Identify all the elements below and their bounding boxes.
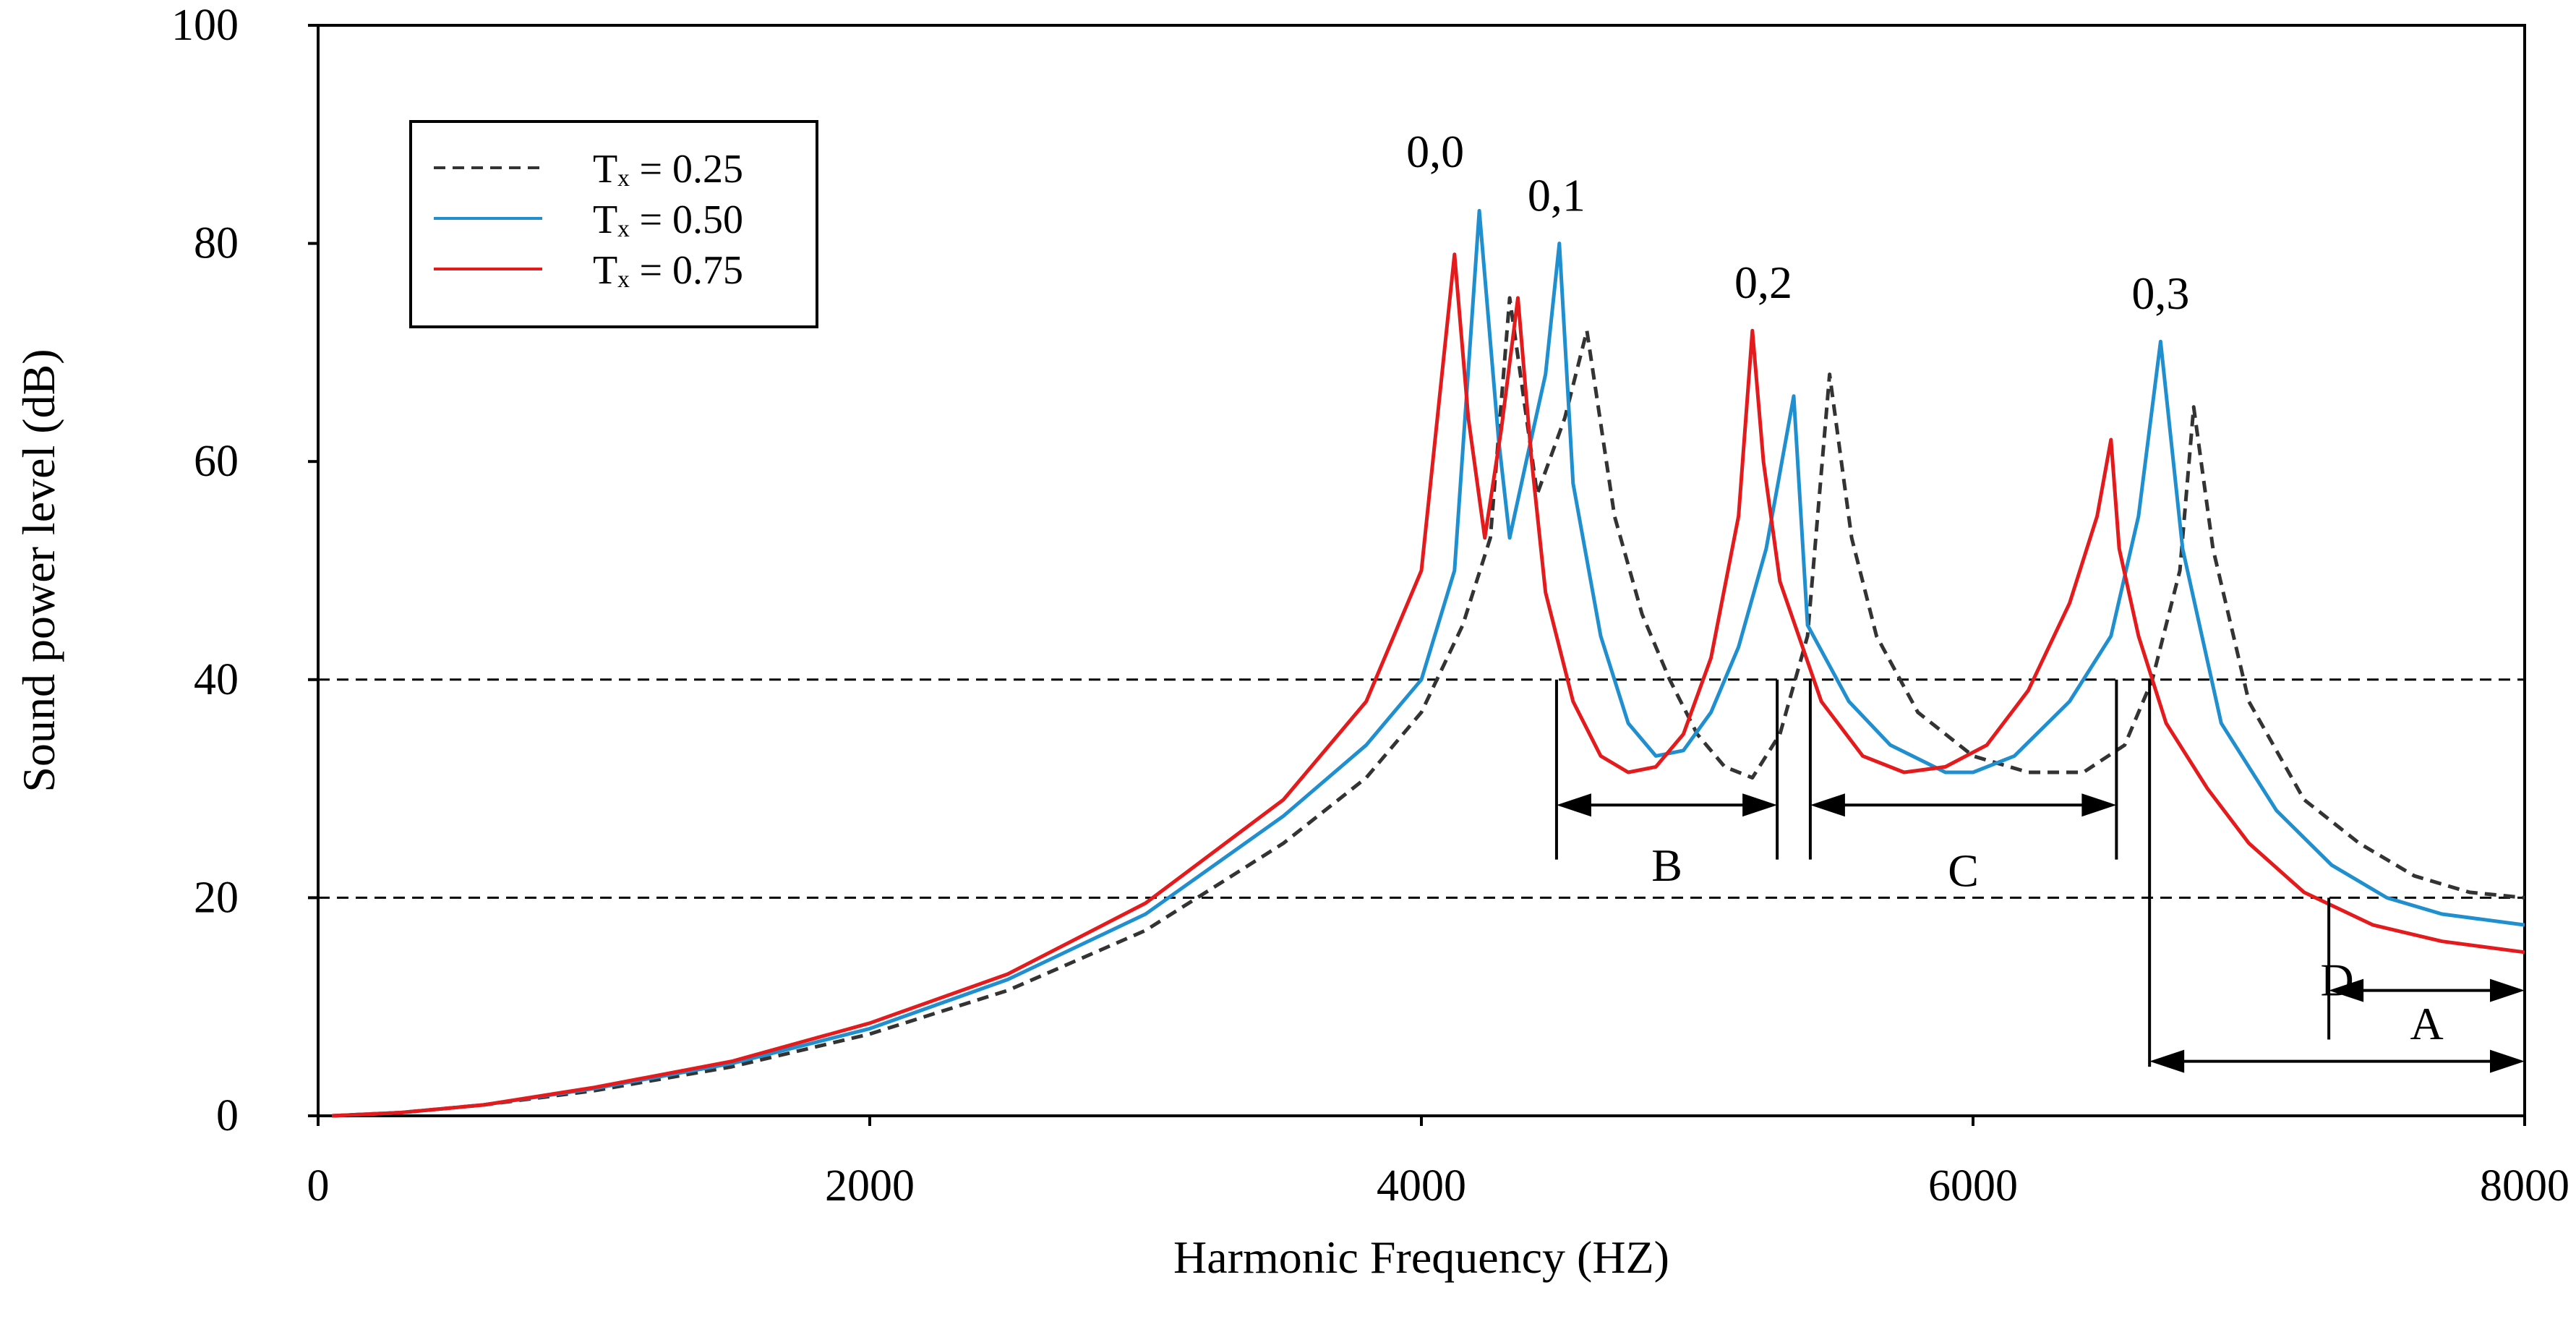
y-axis: 0 20 40 60 80 100	[171, 1, 318, 1140]
range-arrowhead-left	[1810, 793, 1845, 817]
range-label: A	[2410, 998, 2443, 1049]
range-label: C	[1948, 845, 1979, 897]
y-tick-label: 80	[194, 219, 239, 268]
range-D: D	[2149, 955, 2525, 1073]
legend-label-1: Tₓ = 0.50	[593, 197, 743, 242]
x-tick-label: 0	[307, 1161, 330, 1211]
series-line-2	[331, 252, 2525, 1118]
legend-label-2: Tₓ = 0.75	[593, 248, 743, 293]
peak-labels: 0,0 0,1 0,2 0,3	[1406, 126, 2189, 319]
x-axis-label: Harmonic Frequency (HZ)	[1173, 1232, 1669, 1283]
series-line-1	[331, 208, 2525, 1118]
range-C: C	[1810, 793, 2117, 897]
peak-label: 0,1	[1528, 169, 1586, 221]
range-arrowhead-right	[1742, 793, 1778, 817]
y-tick-label: 60	[194, 437, 239, 486]
legend-label-0: Tₓ = 0.25	[593, 147, 743, 192]
reference-lines	[318, 678, 2525, 899]
range-B: B	[1556, 793, 1778, 891]
range-label: D	[2320, 955, 2353, 1006]
series-layer	[331, 208, 2525, 1118]
x-tick-label: 8000	[2480, 1161, 2569, 1211]
peak-label: 0,3	[2131, 268, 2189, 319]
x-axis: 0 2000 4000 6000 8000	[307, 1116, 2569, 1211]
range-arrowhead-right	[2490, 1049, 2525, 1073]
y-tick-label: 40	[194, 655, 239, 704]
range-A: A	[2329, 978, 2525, 1049]
y-tick-label: 20	[194, 873, 239, 922]
legend: Tₓ = 0.25 Tₓ = 0.50 Tₓ = 0.75	[409, 120, 818, 328]
y-axis-label: Sound power level (dB)	[13, 349, 64, 792]
range-label: B	[1651, 840, 1682, 891]
peak-label: 0,0	[1406, 126, 1464, 177]
y-tick-label: 100	[171, 1, 239, 50]
x-tick-label: 4000	[1377, 1161, 1466, 1211]
x-tick-label: 2000	[825, 1161, 915, 1211]
peak-label: 0,2	[1734, 257, 1792, 308]
x-tick-label: 6000	[1928, 1161, 2018, 1211]
range-arrowhead-right	[2490, 978, 2525, 1002]
range-arrowhead-right	[2081, 793, 2117, 817]
range-annotations: B C D A	[1554, 679, 2525, 1073]
y-tick-label: 0	[216, 1091, 239, 1140]
range-arrowhead-left	[2149, 1049, 2185, 1073]
series-line-0	[331, 296, 2525, 1118]
legend-box	[409, 120, 818, 328]
range-arrowhead-left	[2329, 978, 2364, 1002]
range-arrowhead-left	[1556, 793, 1591, 817]
